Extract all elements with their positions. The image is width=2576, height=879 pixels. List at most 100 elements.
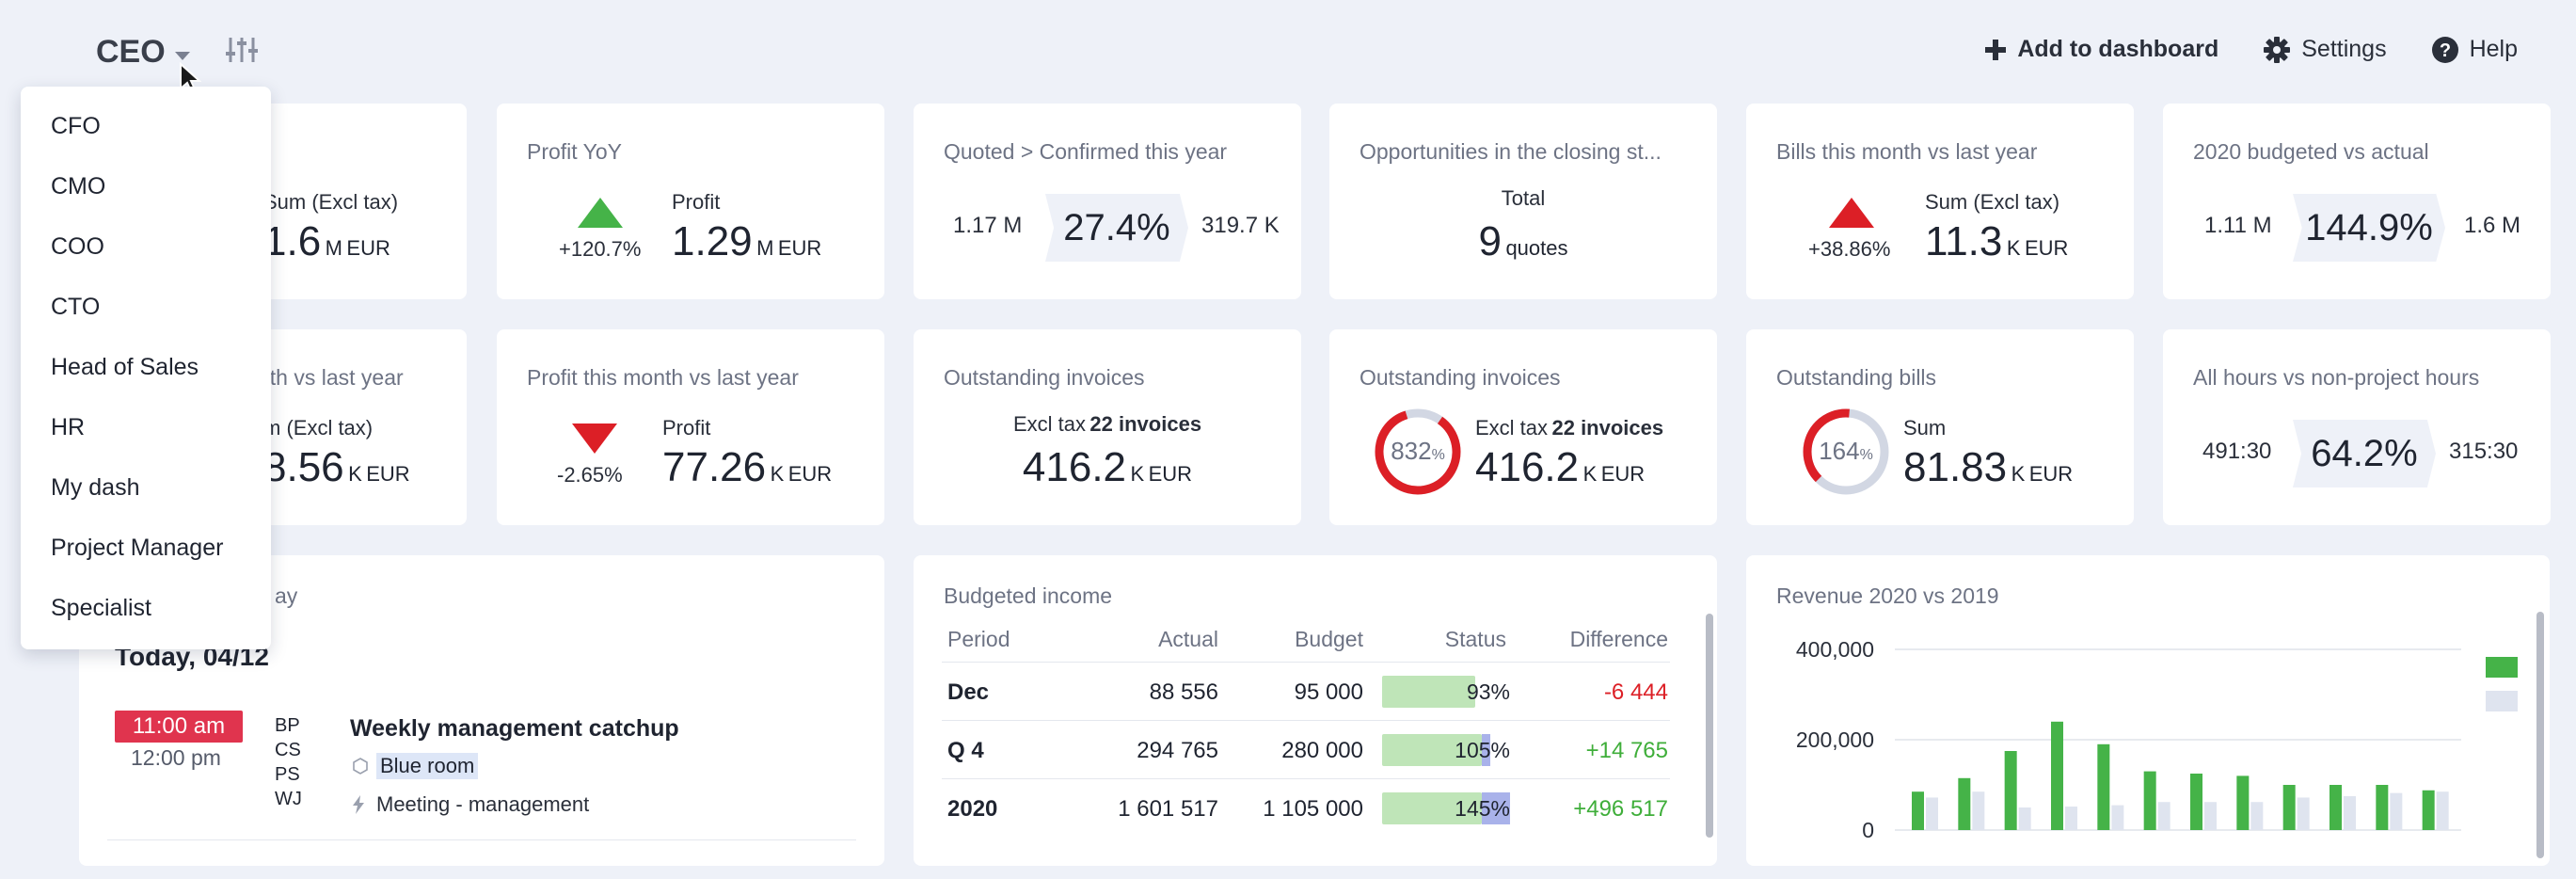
status-percent: 93%	[1466, 679, 1510, 704]
settings-button[interactable]: Settings	[2264, 36, 2387, 63]
status-overflow	[1482, 792, 1510, 824]
kpi-left-value: 491:30	[2202, 439, 2272, 464]
kpi-card-outstanding-invoices[interactable]: Outstanding invoices Excl tax 22 invoice…	[914, 329, 1301, 525]
kpi-card-outstanding-invoices-ring[interactable]: Outstanding invoices 832% Excl tax 22 in…	[1329, 329, 1717, 525]
kpi-value: 11.3	[1925, 218, 2003, 264]
bar-series-1[interactable]	[2297, 797, 2310, 830]
revenue-chart-card[interactable]: Revenue 2020 vs 2019 400,000 200,000 0	[1746, 555, 2550, 866]
help-label: Help	[2469, 36, 2518, 62]
menu-item-cfo[interactable]: CFO	[51, 113, 101, 139]
bar-series-0[interactable]	[2143, 771, 2156, 830]
kpi-percentage: 144.9%	[2293, 194, 2445, 262]
legend-swatch-current[interactable]	[2486, 657, 2518, 678]
bar-series-1[interactable]	[2204, 802, 2217, 830]
menu-item-specialist[interactable]: Specialist	[51, 595, 151, 621]
trend-down-icon	[572, 424, 617, 454]
row-difference: +496 517	[1573, 796, 1668, 822]
event-title[interactable]: Weekly management catchup	[350, 715, 679, 742]
table-row[interactable]: Dec 88 556 95 000 93% -6 444	[942, 663, 1670, 721]
menu-item-head-of-sales[interactable]: Head of Sales	[51, 354, 199, 380]
bar-series-1[interactable]	[1972, 791, 1985, 830]
kpi-label: Sum	[1903, 416, 1947, 440]
card-title: 2020 budgeted vs actual	[2193, 139, 2429, 164]
table-row[interactable]: Q 4 294 765 280 000 105% +14 765	[942, 721, 1670, 779]
menu-item-my-dash[interactable]: My dash	[51, 474, 140, 501]
scrollbar[interactable]	[1706, 614, 1713, 838]
table-row[interactable]: 2020 1 601 517 1 105 000 145% +496 517	[942, 779, 1670, 838]
menu-item-coo[interactable]: COO	[51, 233, 104, 260]
bar-series-0[interactable]	[2051, 721, 2063, 830]
bar-series-0[interactable]	[1958, 777, 1971, 830]
bar-series-1[interactable]	[2157, 802, 2171, 830]
role-selector[interactable]: CEO	[96, 34, 258, 71]
menu-item-hr[interactable]: HR	[51, 414, 86, 440]
menu-item-project-manager[interactable]: Project Manager	[51, 535, 224, 561]
sliders-icon[interactable]	[225, 36, 258, 69]
kpi-unit: quotes	[1505, 236, 1568, 260]
kpi-unit: M	[325, 236, 342, 260]
status-bar	[1382, 792, 1483, 824]
kpi-unit: M	[756, 236, 774, 260]
kpi-label: Excl tax	[1012, 412, 1086, 436]
kpi-card-profit-yoy[interactable]: Profit YoY +120.7% Profit 1.29 M EUR	[497, 104, 884, 299]
bar-series-1[interactable]	[2065, 807, 2077, 830]
kpi-percentage-text: 27.4%	[1063, 206, 1170, 248]
kpi-value: 1.6	[263, 218, 322, 264]
divider	[107, 839, 856, 840]
bar-series-0[interactable]	[2422, 790, 2435, 830]
kpi-card-profit-month[interactable]: Profit this month vs last year -2.65% Pr…	[497, 329, 884, 525]
help-button[interactable]: ? Help	[2431, 36, 2518, 63]
attendee-initials: BP	[275, 715, 300, 736]
kpi-change: +38.86%	[1808, 237, 1891, 261]
status-bar	[1382, 676, 1475, 708]
role-name[interactable]: CEO	[96, 34, 166, 70]
status-percent: 145%	[1455, 796, 1510, 821]
room-name: Blue room	[376, 753, 479, 779]
menu-item-cmo[interactable]: CMO	[51, 173, 106, 200]
bar-series-1[interactable]	[2250, 802, 2264, 830]
kpi-card-hours[interactable]: All hours vs non-project hours 491:30 64…	[2163, 329, 2551, 525]
bar-series-0[interactable]	[2330, 785, 2342, 830]
bar-series-0[interactable]	[2282, 785, 2296, 830]
card-title: Outstanding bills	[1776, 365, 1937, 390]
event-type: Meeting - management	[352, 792, 589, 817]
kpi-label: Profit	[672, 190, 721, 214]
menu-item-cto[interactable]: CTO	[51, 294, 101, 320]
bar-series-1[interactable]	[1926, 797, 1938, 830]
budget-card[interactable]: Budgeted income Period Actual Budget Sta…	[914, 555, 1717, 866]
status-overflow	[1482, 734, 1490, 766]
row-actual: 88 556	[1149, 679, 1218, 705]
card-title: Profit YoY	[527, 139, 623, 164]
card-title: Opportunities in the closing st...	[1360, 139, 1662, 164]
bar-series-1[interactable]	[2111, 805, 2124, 830]
kpi-card-bills[interactable]: Bills this month vs last year +38.86% Su…	[1746, 104, 2134, 299]
bar-series-1[interactable]	[2018, 807, 2031, 830]
bar-series-1[interactable]	[2344, 796, 2356, 830]
bar-series-1[interactable]	[2390, 792, 2403, 830]
chevron-down-icon[interactable]	[174, 52, 190, 60]
bar-series-0[interactable]	[2097, 743, 2110, 830]
trend-up-icon	[1829, 198, 1874, 228]
room-icon	[353, 758, 368, 775]
scrollbar[interactable]	[2536, 612, 2544, 858]
card-title: Budgeted income	[944, 583, 1113, 608]
kpi-left-value: 1.11 M	[2204, 213, 2272, 238]
kpi-card-quoted-confirmed[interactable]: Quoted > Confirmed this year 1.17 M 27.4…	[914, 104, 1301, 299]
revenue-chart: 400,000 200,000 0	[1796, 637, 2461, 842]
kpi-change: -2.65%	[557, 463, 623, 487]
bar-series-1[interactable]	[2436, 791, 2449, 830]
kpi-card-outstanding-bills[interactable]: Outstanding bills 164% Sum 81.83 K EUR	[1746, 329, 2134, 525]
event-start-time: 11:00 am	[115, 711, 243, 743]
kpi-card-budget-actual[interactable]: 2020 budgeted vs actual 1.11 M 144.9% 1.…	[2163, 104, 2551, 299]
bar-series-0[interactable]	[2376, 785, 2389, 830]
row-budget: 1 105 000	[1263, 796, 1363, 822]
add-to-dashboard-button[interactable]: Add to dashboard	[1985, 36, 2218, 63]
bar-series-0[interactable]	[2236, 775, 2250, 830]
header-actions: Add to dashboard Settings ? Help	[1985, 36, 2518, 63]
y-tick-label: 0	[1862, 818, 1874, 842]
bar-series-0[interactable]	[2004, 751, 2017, 830]
bar-series-0[interactable]	[1912, 791, 1924, 830]
kpi-card-opportunities[interactable]: Opportunities in the closing st... Total…	[1329, 104, 1717, 299]
bar-series-0[interactable]	[2190, 774, 2202, 830]
legend-swatch-previous[interactable]	[2486, 691, 2518, 711]
